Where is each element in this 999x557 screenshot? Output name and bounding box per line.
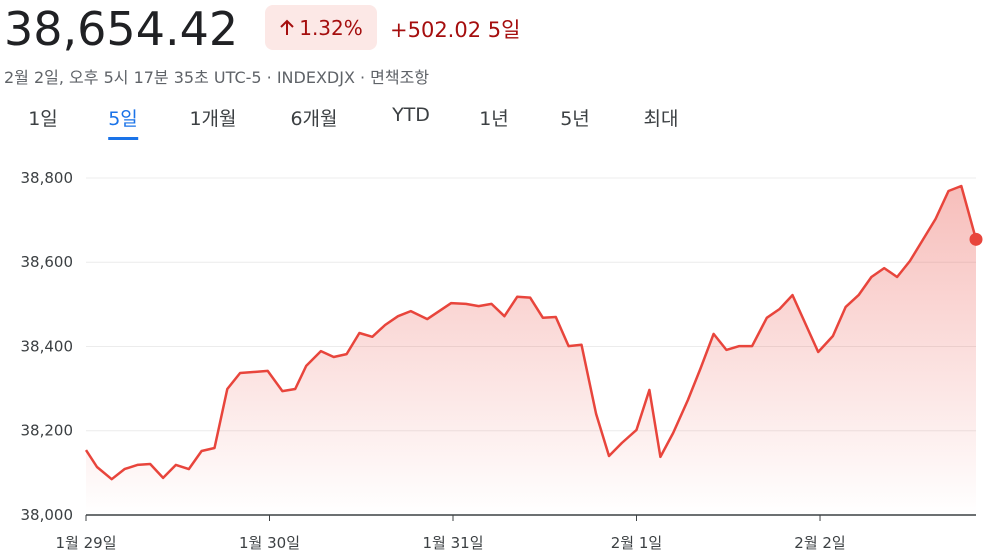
- y-tick-label: 38,200: [21, 422, 74, 440]
- x-tick-label: 2월 1일: [611, 534, 662, 552]
- price: 38,654.42: [4, 2, 239, 56]
- last-point: [969, 232, 983, 246]
- x-tick-label: 1월 31일: [423, 534, 484, 552]
- y-tick-label: 38,600: [21, 253, 74, 271]
- range-tab[interactable]: 5년: [560, 108, 590, 130]
- y-tick-label: 38,800: [21, 169, 74, 187]
- range-tab[interactable]: 6개월: [290, 108, 338, 130]
- change-line: +502.02 5일: [390, 14, 520, 44]
- y-tick-label: 38,400: [21, 337, 74, 355]
- subtitle: 2월 2일, 오후 5시 17분 35초 UTC-5 · INDEXDJX · …: [4, 68, 430, 87]
- change-abs: +502.02: [390, 18, 482, 42]
- range-tab[interactable]: 1일: [28, 108, 58, 130]
- y-tick-label: 38,000: [21, 506, 74, 524]
- change-percent: 1.32%: [299, 15, 363, 40]
- price-line: [84, 184, 978, 481]
- range-tab[interactable]: 1년: [479, 108, 509, 130]
- range-tab[interactable]: 최대: [643, 108, 679, 130]
- arrow-up-icon: [280, 19, 294, 35]
- x-tick-label: 1월 30일: [239, 534, 300, 552]
- price-area: [86, 186, 976, 515]
- x-tick-label: 2월 2일: [794, 534, 845, 552]
- range-tab[interactable]: YTD: [392, 104, 430, 126]
- change-pill: 1.32%: [265, 5, 377, 50]
- range-tab[interactable]: 1개월: [189, 108, 237, 130]
- x-tick-label: 1월 29일: [56, 534, 117, 552]
- change-period: 5일: [487, 18, 521, 42]
- range-tab[interactable]: 5일: [108, 104, 138, 140]
